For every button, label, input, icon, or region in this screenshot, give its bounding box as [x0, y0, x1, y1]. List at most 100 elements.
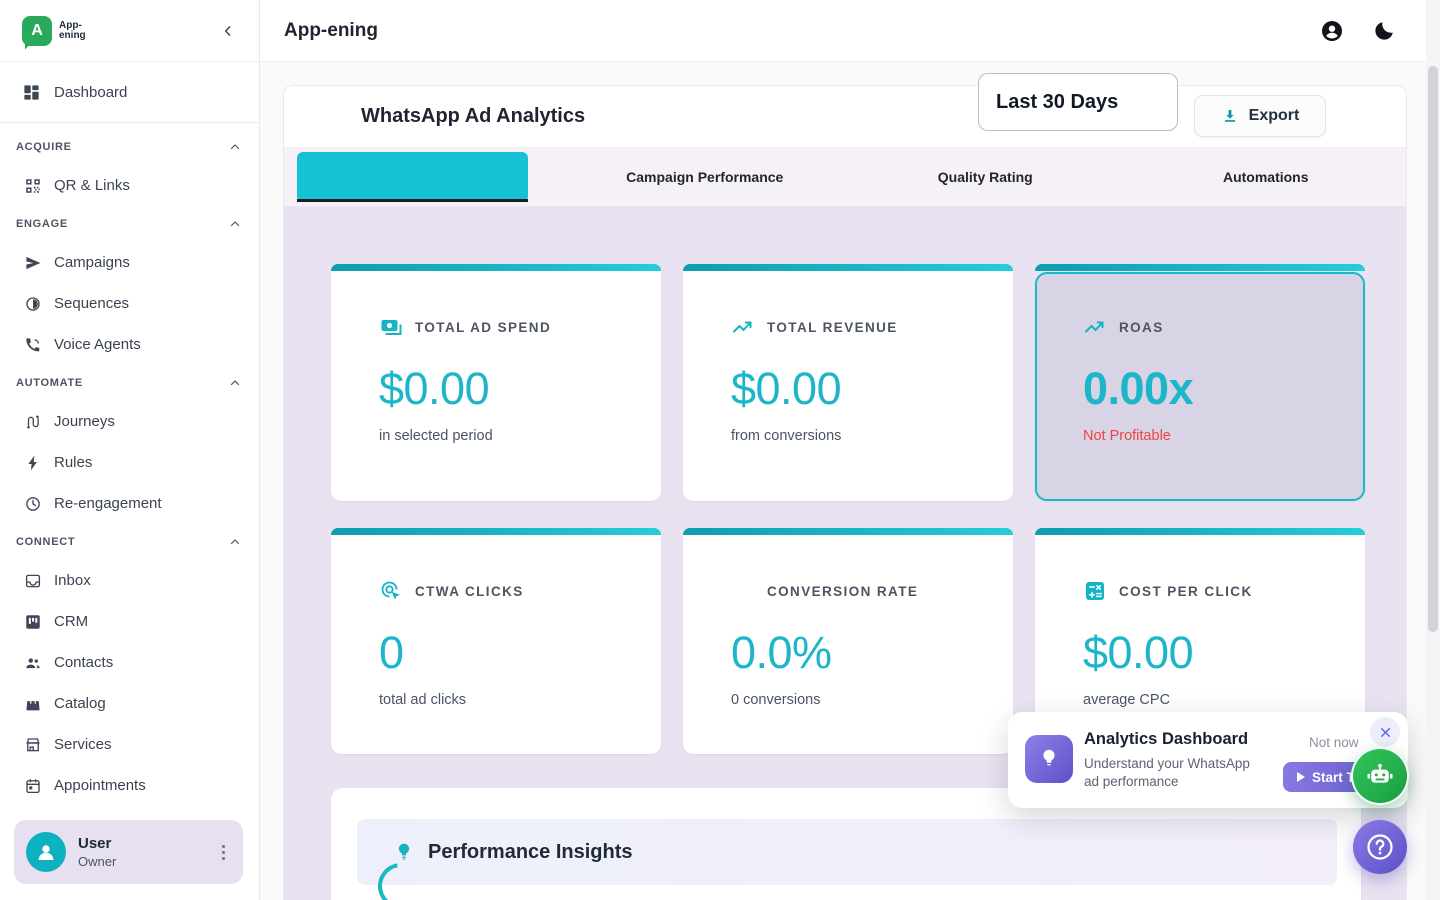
card-value: 0.00x — [1083, 363, 1194, 414]
download-icon — [1224, 110, 1235, 122]
sidebar-item-appointments[interactable]: Appointments — [0, 765, 259, 806]
not-now-button[interactable]: Not now — [1309, 735, 1359, 750]
card-subtitle: in selected period — [379, 428, 493, 444]
toast-description-line2: ad performance — [1084, 774, 1179, 789]
card-total-ad-spend[interactable]: TOTAL AD SPEND $0.00 in selected period — [331, 264, 661, 501]
sidebar-item-crm[interactable]: CRM — [0, 601, 259, 642]
sidebar-section-automate[interactable]: AUTOMATE — [0, 365, 259, 401]
sidebar-item-services[interactable]: Services — [0, 724, 259, 765]
sidebar-item-voice-agents[interactable]: Voice Agents — [0, 324, 259, 365]
help-fab[interactable] — [1353, 820, 1407, 874]
sidebar-section-connect[interactable]: CONNECT — [0, 524, 259, 560]
people-icon — [26, 657, 40, 668]
trending-up-icon — [1085, 321, 1104, 333]
card-label: CTWA CLICKS — [415, 583, 524, 599]
kanban-icon — [26, 614, 40, 629]
sidebar-item-rules[interactable]: Rules — [0, 442, 259, 483]
sidebar-section-acquire[interactable]: ACQUIRE — [0, 129, 259, 165]
sidebar-item-qr-links[interactable]: QR & Links — [0, 165, 259, 206]
account-icon[interactable] — [1320, 19, 1344, 43]
card-label: TOTAL REVENUE — [767, 319, 898, 335]
scrollbar-track[interactable] — [1426, 0, 1440, 900]
analytics-header: WhatsApp Ad Analytics Last 30 Days Expor… — [284, 73, 1406, 148]
tab-campaign-performance[interactable]: Campaign Performance — [565, 148, 846, 206]
sidebar-item-inbox[interactable]: Inbox — [0, 560, 259, 601]
sidebar-item-journeys[interactable]: Journeys — [0, 401, 259, 442]
sidebar-item-catalog[interactable]: Catalog — [0, 683, 259, 724]
sidebar-item-label: Sequences — [54, 295, 130, 312]
inbox-icon — [25, 574, 41, 587]
app-logo-text: App- ening — [59, 19, 86, 41]
date-range-select[interactable]: Last 30 Days — [978, 73, 1178, 131]
toast-title: Analytics Dashboard — [1084, 730, 1249, 748]
toast-close-button[interactable] — [1370, 717, 1400, 747]
card-accent-bar — [683, 528, 1013, 535]
page-title: WhatsApp Ad Analytics — [361, 105, 586, 127]
trending-up-icon — [733, 321, 752, 333]
card-value: $0.00 — [731, 363, 842, 414]
calendar-icon — [26, 778, 40, 793]
tab-label: Quality Rating — [937, 169, 1033, 185]
card-accent-bar — [1035, 528, 1365, 535]
card-label: COST PER CLICK — [1119, 583, 1253, 599]
sidebar-item-label: Re-engagement — [54, 495, 162, 512]
card-label: TOTAL AD SPEND — [415, 319, 552, 335]
card-roas[interactable]: ROAS 0.00x Not Profitable — [1035, 264, 1365, 501]
tab-overview[interactable] — [284, 148, 565, 206]
chevron-up-icon — [229, 377, 241, 389]
dark-mode-moon-icon[interactable] — [1372, 19, 1396, 43]
tab-automations[interactable]: Automations — [1126, 148, 1407, 206]
person-icon — [38, 845, 54, 861]
lightbulb-icon — [1043, 749, 1055, 766]
toast-description-line1: Understand your WhatsApp — [1084, 756, 1250, 771]
user-menu-button[interactable] — [216, 839, 231, 866]
sidebar-item-campaigns[interactable]: Campaigns — [0, 242, 259, 283]
card-subtitle: from conversions — [731, 428, 842, 444]
chevron-left-icon — [224, 25, 231, 36]
card-subtitle: total ad clicks — [379, 692, 467, 708]
sidebar-item-contacts[interactable]: Contacts — [0, 642, 259, 683]
card-accent-bar — [331, 264, 661, 271]
active-tab-highlight — [297, 152, 528, 199]
tab-quality-rating[interactable]: Quality Rating — [845, 148, 1126, 206]
sidebar-item-label: Journeys — [54, 413, 115, 430]
stat-cards: TOTAL AD SPEND $0.00 in selected period — [331, 264, 1365, 754]
card-label: ROAS — [1119, 319, 1164, 335]
card-total-revenue[interactable]: TOTAL REVENUE $0.00 from conversions — [683, 264, 1013, 501]
card-value: $0.00 — [1083, 627, 1194, 678]
card-subtitle: average CPC — [1083, 692, 1171, 708]
sidebar-collapse-button[interactable] — [215, 18, 241, 44]
sidebar-item-label: Campaigns — [54, 254, 130, 271]
section-title: ENGAGE — [16, 218, 68, 230]
card-ctwa-clicks[interactable]: CTWA CLICKS 0 total ad clicks — [331, 528, 661, 754]
sidebar-section-engage[interactable]: ENGAGE — [0, 206, 259, 242]
calculator-icon — [1086, 582, 1104, 600]
active-tab-indicator — [297, 199, 528, 202]
section-title: AUTOMATE — [16, 377, 83, 389]
analytics-panel: WhatsApp Ad Analytics Last 30 Days Expor… — [283, 73, 1407, 900]
user-card[interactable]: User Owner — [14, 820, 243, 884]
card-accent-bar — [1035, 264, 1365, 271]
card-conversion-rate[interactable]: CONVERSION RATE 0.0% 0 conversions — [683, 528, 1013, 754]
export-button[interactable]: Export — [1194, 95, 1326, 137]
sidebar-item-label: Services — [54, 736, 112, 753]
send-icon — [26, 256, 41, 269]
sidebar-item-sequences[interactable]: Sequences — [0, 283, 259, 324]
user-name: User — [78, 835, 112, 852]
sequence-loop-icon — [26, 296, 40, 311]
chatbot-fab[interactable] — [1351, 747, 1409, 805]
payments-icon — [381, 320, 402, 335]
dashboard-icon — [24, 84, 39, 100]
sidebar-footer: User Owner — [0, 806, 258, 900]
sidebar-divider — [0, 122, 259, 123]
sidebar-item-dashboard[interactable]: Dashboard — [0, 70, 259, 114]
chevron-up-icon — [229, 141, 241, 153]
sidebar-item-re-engagement[interactable]: Re-engagement — [0, 483, 259, 524]
icon-placeholder — [731, 579, 755, 603]
close-icon — [1380, 727, 1390, 737]
scrollbar-thumb[interactable] — [1428, 66, 1438, 632]
logo-line1: App- — [59, 19, 82, 31]
sidebar-item-label: Appointments — [54, 777, 146, 794]
toast-lightbulb-badge — [1025, 735, 1073, 783]
sidebar-item-label: Dashboard — [54, 83, 128, 101]
